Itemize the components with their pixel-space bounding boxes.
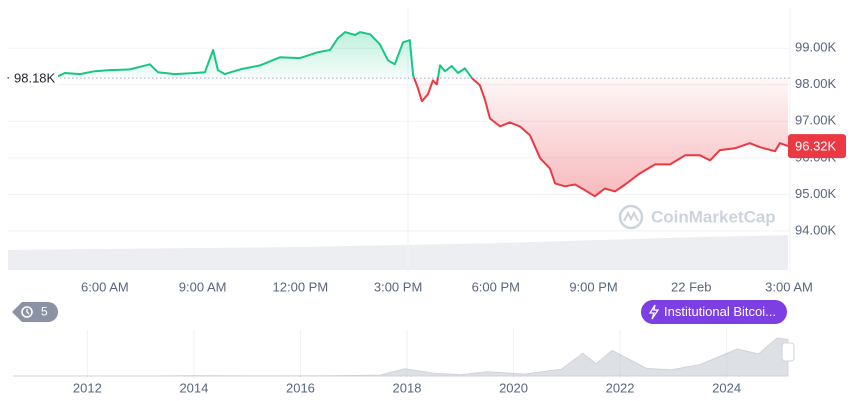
baseline-label-bg	[6, 69, 58, 88]
current-price-box	[788, 134, 846, 159]
x-tick-label: 12:00 PM	[273, 279, 329, 294]
watermark-logo-mark	[623, 210, 639, 222]
x-tick-label: 9:00 PM	[569, 279, 617, 294]
x-tick-label: 2020	[499, 380, 528, 395]
news-tag[interactable]: Institutional Bitcoi...	[641, 300, 787, 324]
x-tick-label: 3:00 PM	[374, 279, 422, 294]
x-tick-label: 3:00 AM	[765, 279, 813, 294]
x-tick-label: 2024	[712, 380, 741, 395]
volume-area	[8, 235, 788, 270]
area-fill	[58, 32, 788, 197]
watermark: CoinMarketCap	[618, 204, 776, 230]
x-tick-label: 6:00 AM	[81, 279, 129, 294]
current-price-label: 96.32K	[795, 139, 837, 154]
x-tick-label: 2014	[179, 380, 208, 395]
watermark-logo	[618, 204, 644, 230]
navigator-handle[interactable]	[781, 342, 795, 362]
history-badge[interactable]: 5	[12, 302, 58, 322]
y-tick-label: 98.00K	[795, 76, 837, 91]
navigator-area	[12, 337, 789, 377]
watermark-text: CoinMarketCap	[651, 207, 776, 226]
baseline-label: 98.18K	[14, 71, 56, 86]
y-tick-label: 95.00K	[795, 186, 837, 201]
x-tick-label: 9:00 AM	[179, 279, 227, 294]
x-tick-label: 2012	[73, 380, 102, 395]
history-count: 5	[41, 305, 48, 319]
y-tick-label: 99.00K	[795, 40, 837, 55]
y-tick-label: 94.00K	[795, 222, 837, 237]
x-tick-label: 2018	[393, 380, 422, 395]
news-text: Institutional Bitcoi...	[664, 304, 776, 319]
x-tick-label: 22 Feb	[671, 279, 711, 294]
x-tick-label: 2016	[286, 380, 315, 395]
x-tick-label: 2022	[606, 380, 635, 395]
price-line	[57, 31, 789, 198]
baseline-tick: ·	[6, 70, 10, 85]
y-tick-label: 97.00K	[795, 113, 837, 128]
x-tick-label: 6:00 PM	[472, 279, 520, 294]
